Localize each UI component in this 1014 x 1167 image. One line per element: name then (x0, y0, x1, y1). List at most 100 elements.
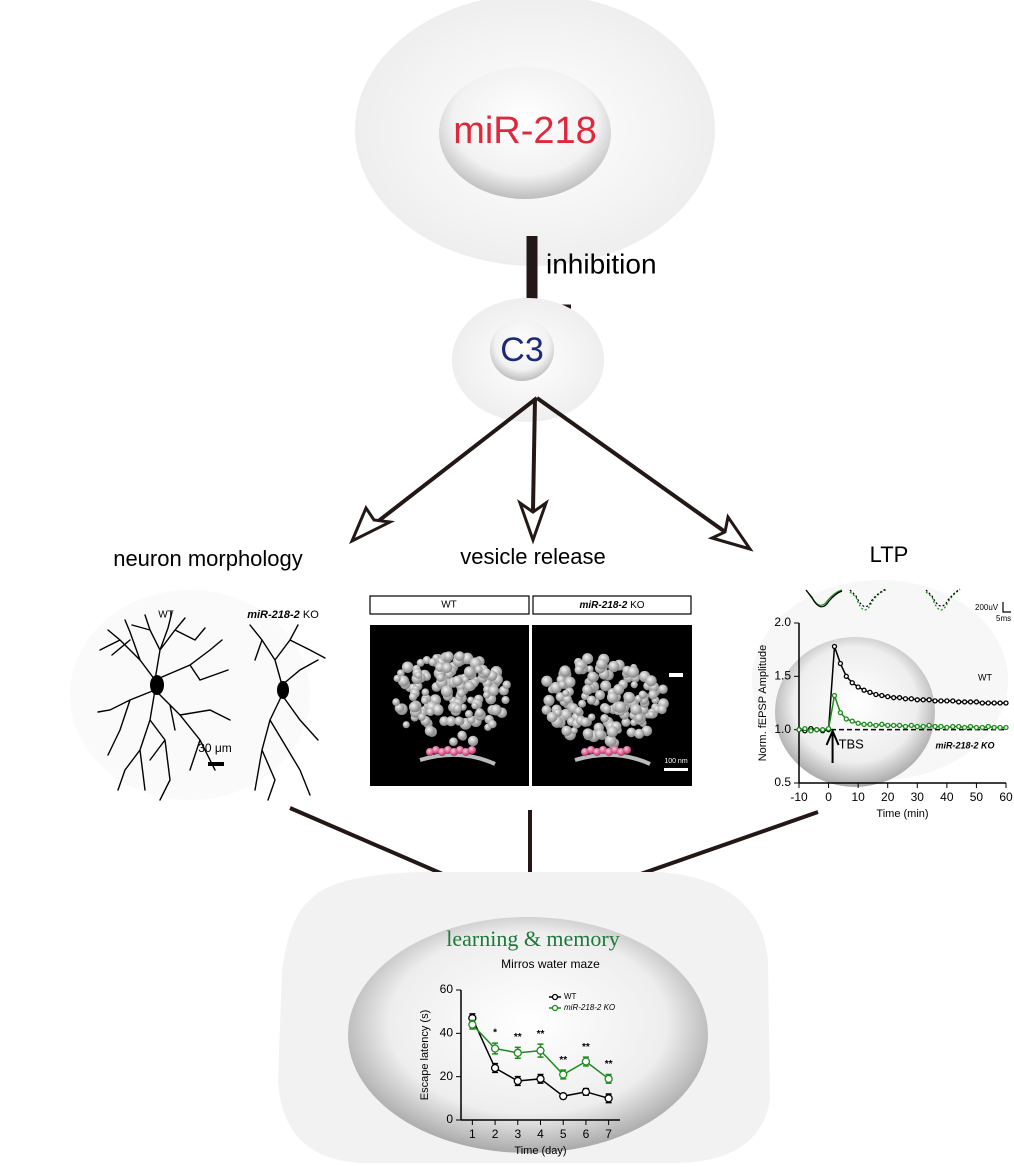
data-point (879, 692, 885, 699)
vesicle (474, 665, 483, 674)
vesicle (454, 651, 465, 662)
vesicle (490, 704, 502, 716)
trace (925, 588, 961, 607)
vesicle (396, 669, 405, 678)
trace-amplitude: 200uV (975, 603, 999, 612)
vesicle (488, 685, 499, 697)
vesicle (421, 688, 430, 696)
arrowhead (707, 513, 754, 552)
dendrite (99, 611, 229, 681)
vesicle (595, 689, 606, 701)
dendrite (97, 689, 231, 801)
data-point (973, 699, 980, 705)
data-point (967, 723, 974, 730)
vesicle (647, 710, 656, 719)
ko-gene: miR-218-2 (579, 600, 627, 611)
vesicle (658, 684, 668, 695)
data-point (902, 723, 909, 730)
vesicle (562, 689, 570, 697)
morphology-wt: WT (158, 610, 174, 621)
morphology-halo (70, 590, 310, 800)
data-point (950, 698, 956, 704)
x-axis-label: Time (min) (876, 808, 928, 820)
docked-vesicle (623, 746, 631, 754)
vesicle (441, 662, 453, 674)
x-tick-label: 50 (970, 790, 984, 804)
data-point (890, 722, 897, 729)
data-point (796, 727, 802, 733)
data-point (932, 698, 938, 704)
vesicle (454, 716, 464, 726)
trace (849, 588, 887, 608)
vesicle (428, 658, 437, 667)
y-tick-label: 1.0 (774, 722, 791, 736)
data-point (950, 723, 956, 730)
vesicle (392, 698, 400, 706)
vesicle-header (369, 595, 530, 615)
data-point (831, 643, 838, 650)
data-point (938, 723, 944, 730)
data-point (973, 724, 980, 731)
target-label: C3 (500, 331, 543, 369)
data-point (559, 1092, 568, 1101)
data-point (920, 723, 926, 730)
data-point (861, 687, 867, 693)
vesicle (414, 671, 423, 679)
vesicle (621, 717, 631, 727)
data-point (997, 700, 1003, 706)
data-point (513, 1076, 522, 1086)
y-tick-label: 1.5 (774, 669, 791, 683)
data-point (979, 700, 985, 706)
x-tick-label: 3 (514, 1127, 521, 1141)
vesicle (570, 726, 578, 735)
data-point (831, 692, 838, 699)
arrow (531, 397, 537, 511)
em-marker (669, 673, 683, 677)
vesicle (600, 713, 609, 723)
vesicle (574, 706, 583, 715)
x-tick-label: 40 (940, 790, 954, 804)
x-tick-label: 20 (881, 790, 895, 804)
vesicle (613, 684, 625, 696)
vesicle (561, 725, 572, 737)
data-point (902, 696, 909, 702)
x-axis-label: Time (day) (514, 1145, 566, 1157)
vesicle (630, 681, 638, 689)
vesicle (626, 727, 637, 738)
vesicle (488, 719, 497, 729)
vesicle (574, 665, 584, 675)
x-tick-label: 5 (560, 1127, 567, 1141)
x-tick-label: -10 (790, 790, 808, 804)
data-point (926, 697, 932, 703)
vesicle (432, 704, 444, 716)
x-tick-label: 4 (537, 1127, 544, 1141)
vesicle (464, 710, 473, 719)
vesicle (408, 701, 420, 713)
vesicle (436, 673, 445, 682)
vesicle (586, 695, 597, 705)
data-point (536, 1074, 545, 1083)
y-tick-label: 60 (440, 982, 454, 996)
vesicle (543, 694, 555, 706)
vesicle (582, 728, 594, 739)
vesicle (630, 703, 642, 716)
vesicle (546, 711, 558, 723)
data-point (855, 684, 861, 690)
arrow (535, 396, 730, 536)
data-point (938, 698, 944, 704)
source-node (439, 67, 611, 199)
scale-bar (664, 768, 688, 771)
data-point (879, 721, 885, 727)
vesicle (449, 737, 458, 746)
data-point (991, 700, 997, 706)
vesicle-header (532, 595, 692, 615)
data-point (820, 727, 826, 733)
series-label: miR-218-2 KO (935, 740, 994, 750)
traces (805, 588, 1011, 613)
data-point (855, 720, 861, 726)
vesicle (457, 688, 466, 698)
significance: ** (605, 1059, 613, 1070)
vesicle (564, 676, 576, 688)
vesicle (635, 713, 644, 723)
data-point (849, 718, 855, 724)
